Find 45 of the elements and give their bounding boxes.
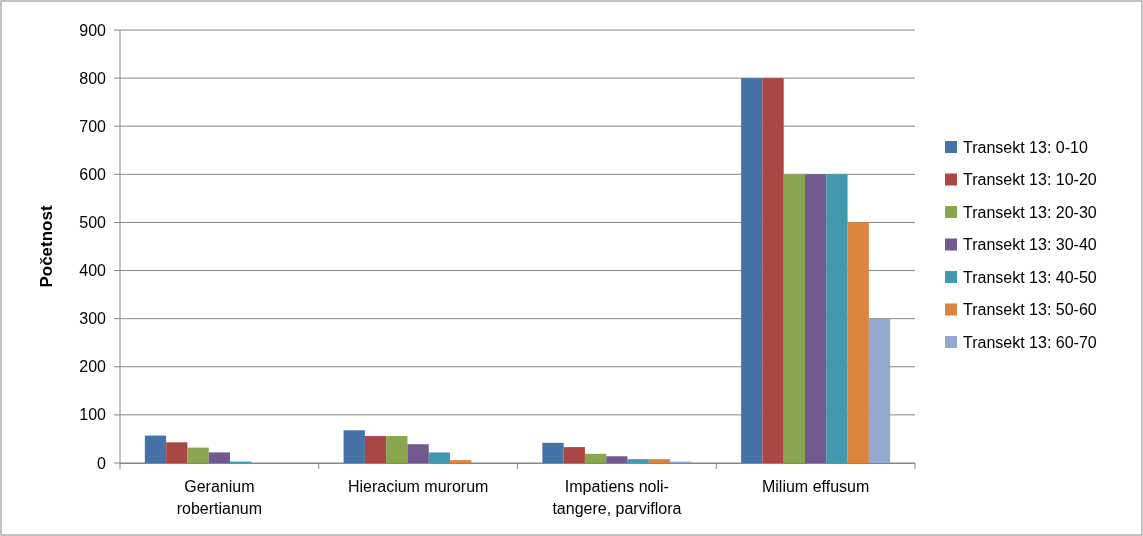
bar — [187, 447, 209, 463]
bar — [407, 444, 429, 463]
bar — [144, 435, 167, 463]
y-tick-label: 900 — [79, 21, 107, 39]
legend-label: Transekt 13: 40-50 — [963, 268, 1097, 286]
bar — [563, 447, 585, 463]
legend-label: Transekt 13: 10-20 — [963, 171, 1097, 189]
bar — [584, 453, 607, 463]
bar — [826, 174, 848, 463]
bar — [166, 442, 188, 463]
bar — [450, 460, 472, 463]
legend-label: Transekt 13: 30-40 — [963, 236, 1097, 254]
bar — [627, 459, 649, 463]
bar — [343, 430, 365, 463]
y-tick-label: 200 — [79, 358, 107, 376]
x-tick-label: Hieracium murorum — [347, 478, 489, 495]
legend-label: Transekt 13: 0-10 — [963, 138, 1088, 156]
y-tick-label: 500 — [79, 214, 107, 232]
y-axis-title: Početnost — [37, 205, 56, 288]
bar — [542, 442, 564, 463]
bar — [364, 436, 387, 463]
bar — [741, 78, 763, 463]
y-tick-label: 600 — [79, 165, 107, 183]
bar — [847, 222, 869, 463]
legend-label: Transekt 13: 50-60 — [963, 301, 1097, 319]
y-tick-label: 0 — [97, 454, 107, 472]
y-tick-label: 400 — [79, 262, 107, 280]
y-tick-label: 300 — [79, 310, 107, 328]
bar — [868, 318, 891, 463]
legend-label: Transekt 13: 20-30 — [963, 203, 1097, 221]
bar — [208, 452, 231, 463]
bar — [783, 174, 805, 463]
bar — [428, 452, 451, 463]
y-tick-label: 100 — [79, 406, 107, 424]
bar — [606, 456, 628, 463]
y-tick-label: 800 — [79, 69, 107, 87]
bar — [762, 78, 784, 463]
bar — [804, 174, 827, 463]
legend-label: Transekt 13: 60-70 — [963, 333, 1097, 351]
x-tick-label: Geranium robertianum — [176, 478, 263, 517]
bar — [386, 436, 408, 463]
bar — [648, 459, 671, 463]
x-tick-label: Impatiens noli-tangere, parviflora — [552, 478, 682, 517]
y-tick-label: 700 — [79, 117, 107, 135]
x-tick-label: Milium effusum — [761, 478, 870, 495]
